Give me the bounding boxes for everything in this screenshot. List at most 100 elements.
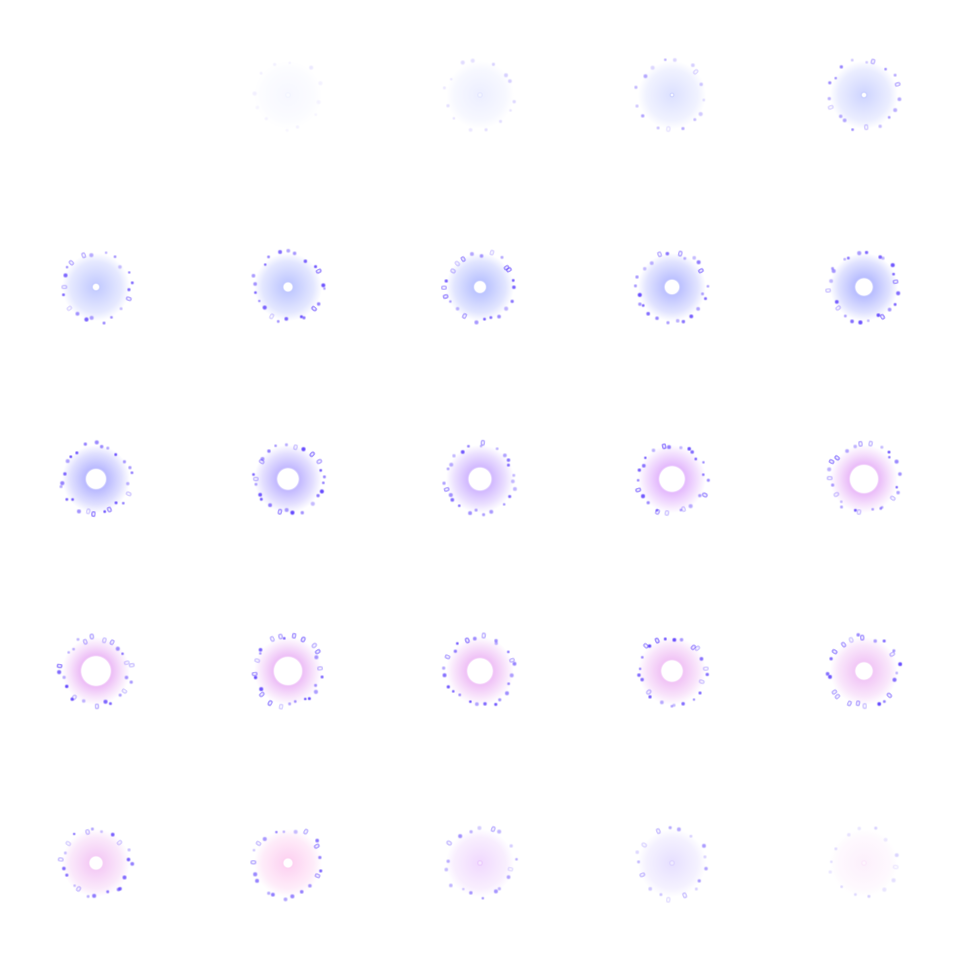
ring-particle	[508, 494, 512, 499]
ring-particle	[839, 500, 843, 504]
ring-particle	[60, 481, 65, 486]
ring-particle	[856, 633, 860, 637]
ring-particle	[442, 673, 447, 678]
ring-particle	[258, 648, 263, 652]
ring-particle	[639, 872, 646, 878]
ring-particle	[892, 649, 896, 653]
ring-particle	[689, 834, 693, 838]
ring-particle	[315, 649, 321, 655]
ring-particle	[267, 891, 271, 895]
core-glow	[638, 61, 706, 129]
ring-particle	[468, 128, 473, 132]
ring-particle	[641, 842, 647, 848]
ring-glow-graphic	[56, 633, 135, 710]
ring-particle	[879, 507, 883, 510]
ring-particle	[843, 314, 847, 318]
ring-particle	[494, 639, 498, 643]
ring-particle	[867, 894, 871, 898]
ring-particle	[661, 443, 667, 450]
ring-particle	[890, 495, 896, 501]
ring-particle	[638, 667, 642, 671]
ring-particle	[512, 487, 517, 491]
ring-particle	[76, 886, 82, 892]
ring-particle	[892, 677, 897, 682]
ring-particle	[109, 639, 115, 646]
ring-particle	[704, 866, 708, 871]
ring-particle	[126, 857, 131, 862]
ring-particle	[92, 893, 97, 898]
ring-particle	[646, 311, 651, 316]
ring-particle	[259, 71, 263, 75]
ring-particle	[293, 444, 298, 451]
ring-particle	[853, 508, 857, 512]
ring-particle	[640, 655, 644, 659]
ring-particle	[828, 459, 835, 465]
ring-particle	[91, 511, 96, 518]
ring-particle	[253, 675, 258, 680]
ring-particle	[69, 455, 73, 459]
ring-particle	[450, 497, 455, 502]
ring-particle	[254, 658, 261, 663]
ring-particle	[255, 840, 262, 846]
ring-particle	[62, 675, 66, 679]
ring-particle	[679, 508, 683, 512]
ring-particle	[866, 319, 870, 323]
ring-particle	[502, 503, 506, 506]
frame-9	[576, 192, 768, 384]
ring-particle	[460, 450, 465, 454]
ring-particle	[702, 666, 709, 671]
ring-glow-graphic	[252, 61, 323, 132]
ring-particle	[693, 69, 699, 75]
ring-particle	[643, 74, 648, 79]
ring-particle	[104, 251, 108, 254]
core-glow	[254, 253, 322, 321]
ring-particle	[494, 641, 498, 646]
ring-particle	[672, 58, 677, 62]
ring-particle	[130, 471, 134, 475]
ring-particle	[827, 97, 831, 101]
ring-particle	[322, 475, 326, 479]
ring-particle	[856, 509, 862, 515]
ring-particle	[442, 666, 446, 670]
ring-particle	[703, 297, 708, 301]
core-glow	[638, 829, 706, 897]
ring-particle	[284, 443, 288, 447]
ring-particle	[831, 483, 835, 487]
ring-particle	[890, 263, 895, 268]
ring-particle	[72, 832, 76, 836]
ring-particle	[512, 473, 516, 477]
ring-particle	[259, 691, 265, 698]
ring-particle	[883, 837, 888, 842]
ring-particle	[497, 314, 501, 319]
core-glow	[62, 253, 130, 321]
ring-particle	[679, 638, 684, 642]
ring-particle	[511, 278, 515, 282]
ring-particle	[641, 114, 645, 118]
ring-particle	[701, 492, 708, 498]
ring-particle	[90, 827, 94, 831]
ring-particle	[497, 887, 501, 891]
ring-particle	[894, 459, 899, 464]
ring-particle	[314, 655, 319, 660]
ring-particle	[282, 636, 286, 640]
ring-particle	[893, 303, 897, 306]
ring-particle	[258, 492, 263, 497]
ring-particle	[62, 293, 65, 297]
ring-glow-graphic	[637, 637, 709, 708]
core-glow	[446, 637, 514, 705]
ring-particle	[73, 884, 76, 887]
frame-18	[384, 576, 576, 768]
ring-particle	[303, 828, 309, 835]
ring-particle	[827, 104, 834, 110]
ring-particle	[692, 698, 696, 701]
frame-8	[384, 192, 576, 384]
ring-particle	[278, 250, 283, 255]
ring-particle	[892, 864, 899, 870]
ring-particle	[75, 311, 80, 316]
ring-particle	[316, 494, 320, 498]
ring-particle	[456, 642, 459, 645]
ring-particle	[278, 633, 283, 640]
ring-particle	[500, 255, 504, 259]
ring-particle	[472, 636, 477, 641]
ring-particle	[882, 700, 886, 703]
